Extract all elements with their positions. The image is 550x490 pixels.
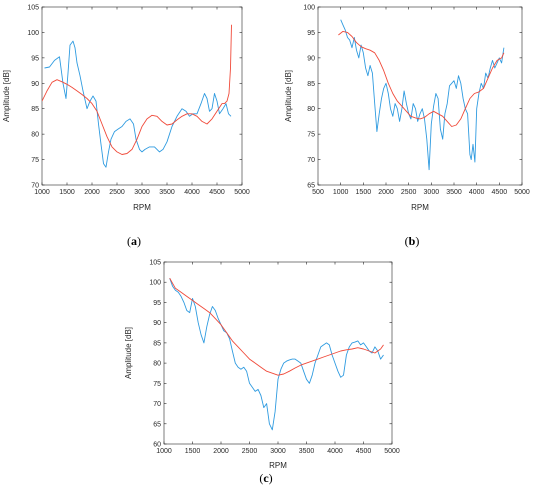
x-tick-label: 1000: [34, 189, 50, 196]
measured-series-line: [169, 278, 384, 431]
x-tick-label: 3500: [299, 448, 315, 455]
smoothed-series-line: [42, 24, 232, 155]
y-tick-label: 85: [31, 106, 39, 113]
smoothed-series-line: [338, 30, 505, 127]
smoothed-series-line: [169, 277, 384, 376]
x-axis-label: RPM: [269, 461, 287, 470]
measured-series-line: [44, 40, 232, 168]
x-tick-label: 3500: [159, 189, 175, 196]
x-tick-label: 4000: [469, 189, 485, 196]
x-tick-label: 2000: [378, 189, 394, 196]
x-tick-label: 500: [312, 189, 324, 196]
panel-label: (b): [405, 234, 420, 248]
y-tick-label: 100: [303, 5, 315, 12]
x-tick-label: 1500: [356, 189, 372, 196]
y-tick-label: 65: [307, 183, 315, 190]
y-axis-label: Amplitude [dB]: [2, 70, 11, 122]
plot-frame: [163, 261, 393, 445]
x-tick-label: 4000: [327, 448, 343, 455]
y-tick-label: 85: [153, 340, 161, 347]
y-tick-label: 80: [307, 106, 315, 113]
y-axis-label: Amplitude [dB]: [284, 70, 293, 122]
plot-frame: [41, 6, 243, 186]
panel-letter: b: [409, 234, 416, 248]
y-tick-label: 80: [153, 361, 161, 368]
y-tick-label: 80: [31, 132, 39, 139]
x-tick-label: 5000: [234, 189, 250, 196]
y-tick-label: 70: [153, 401, 161, 408]
y-tick-label: 85: [307, 81, 315, 88]
panel-letter: c: [263, 471, 269, 485]
y-tick-label: 90: [153, 320, 161, 327]
x-axis-label: RPM: [411, 203, 429, 212]
x-axis-label: RPM: [133, 203, 151, 212]
chart-panel-a: 1000 1500 2000 2500 3000 3500 4000 4500 5000 70 75…: [2, 5, 250, 249]
x-tick-label: 4500: [209, 189, 225, 196]
y-tick-label: 100: [149, 280, 161, 287]
x-tick-label: 5000: [384, 448, 400, 455]
panel-letter: a: [131, 234, 137, 248]
y-tick-label: 60: [153, 442, 161, 449]
y-tick-label: 105: [149, 260, 161, 267]
y-tick-label: 75: [31, 157, 39, 164]
x-tick-label: 2000: [213, 448, 229, 455]
x-tick-label: 2000: [84, 189, 100, 196]
y-tick-label: 70: [307, 157, 315, 164]
y-axis-label: Amplitude [dB]: [124, 327, 133, 379]
chart-panel-c: 1000 1500 2000 2500 3000 3500 4000 4500 5000 60 65…: [124, 260, 400, 486]
y-tick-label: 65: [153, 421, 161, 428]
x-tick-label: 1000: [333, 189, 349, 196]
y-tick-label: 95: [307, 30, 315, 37]
x-tick-label: 3500: [446, 189, 462, 196]
y-tick-label: 75: [307, 132, 315, 139]
y-tick-label: 95: [31, 55, 39, 62]
x-tick-label: 3000: [134, 189, 150, 196]
x-tick-label: 4500: [492, 189, 508, 196]
x-tick-label: 2500: [401, 189, 417, 196]
panel-label: (c): [259, 471, 272, 485]
y-tick-label: 90: [307, 55, 315, 62]
y-tick-label: 70: [31, 183, 39, 190]
chart-panel-b: 500 1000 1500 2000 2500 3000 3500 4000 4500 5000 6…: [284, 5, 530, 249]
measured-series-line: [340, 19, 505, 171]
x-tick-label: 2500: [242, 448, 258, 455]
panel-label: (a): [127, 234, 141, 248]
x-tick-label: 3000: [270, 448, 286, 455]
y-tick-label: 105: [27, 5, 39, 12]
y-tick-label: 100: [27, 30, 39, 37]
x-tick-label: 4000: [184, 189, 200, 196]
y-tick-label: 90: [31, 81, 39, 88]
y-tick-label: 95: [153, 300, 161, 307]
x-tick-label: 1000: [156, 448, 172, 455]
x-tick-label: 3000: [424, 189, 440, 196]
x-tick-label: 5000: [514, 189, 530, 196]
x-tick-label: 4500: [356, 448, 372, 455]
y-tick-label: 75: [153, 381, 161, 388]
x-tick-label: 1500: [59, 189, 75, 196]
x-tick-label: 2500: [109, 189, 125, 196]
x-tick-label: 1500: [185, 448, 201, 455]
